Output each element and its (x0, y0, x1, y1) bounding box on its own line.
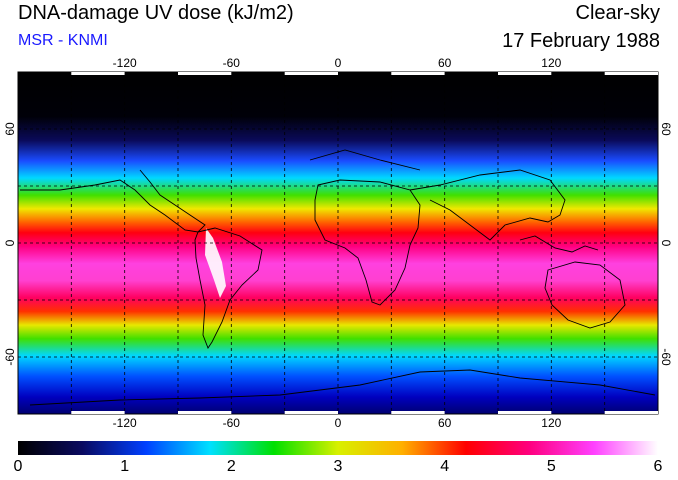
lon-label-bottom: -120 (112, 416, 137, 430)
map-title: DNA-damage UV dose (kJ/m2) (18, 2, 294, 24)
europe-coast (309, 149, 421, 171)
colorbar-label: 2 (226, 458, 236, 475)
africa-coast (314, 179, 421, 306)
uv-dose-world-map (17, 71, 659, 415)
asia-coast (409, 169, 566, 241)
colorbar-label: 3 (333, 458, 343, 475)
south-america-coast (194, 227, 263, 349)
lat-label-left: 0 (3, 239, 17, 247)
source-label: MSR - KNMI (18, 32, 108, 49)
sky-condition-label: Clear-sky (575, 2, 660, 24)
lon-label-bottom: -60 (222, 416, 240, 430)
lat-label-right: 60 (659, 122, 673, 136)
colorbar-label: 0 (13, 458, 23, 475)
lat-label-left: -60 (3, 348, 17, 366)
australia-coast (544, 261, 626, 329)
date-label: 17 February 1988 (502, 30, 660, 52)
lon-label-bottom: 0 (334, 416, 342, 430)
colorbar-label: 1 (120, 458, 130, 475)
north-america-coast (20, 169, 206, 233)
lon-label-top: 0 (334, 56, 342, 70)
colorbar-label: 6 (653, 458, 663, 475)
antarctica-coast (29, 369, 656, 406)
coastlines (20, 149, 656, 406)
colorbar-label: 4 (440, 458, 450, 475)
gridlines (18, 72, 658, 414)
lat-label-left: 60 (3, 122, 17, 136)
lat-label-right: -60 (659, 348, 673, 366)
lat-label-right: 0 (659, 239, 673, 247)
lon-label-bottom: 120 (541, 416, 562, 430)
colorbar-label: 5 (546, 458, 556, 475)
lon-label-bottom: 60 (438, 416, 452, 430)
lon-label-top: -120 (112, 56, 137, 70)
andes-high-dose (205, 228, 226, 298)
maritime-continent-coast (519, 235, 599, 253)
lon-label-top: -60 (222, 56, 240, 70)
frame-ticks (71, 72, 658, 414)
lon-label-top: 60 (438, 56, 452, 70)
uv-colorbar (18, 441, 658, 455)
lon-label-top: 120 (541, 56, 562, 70)
